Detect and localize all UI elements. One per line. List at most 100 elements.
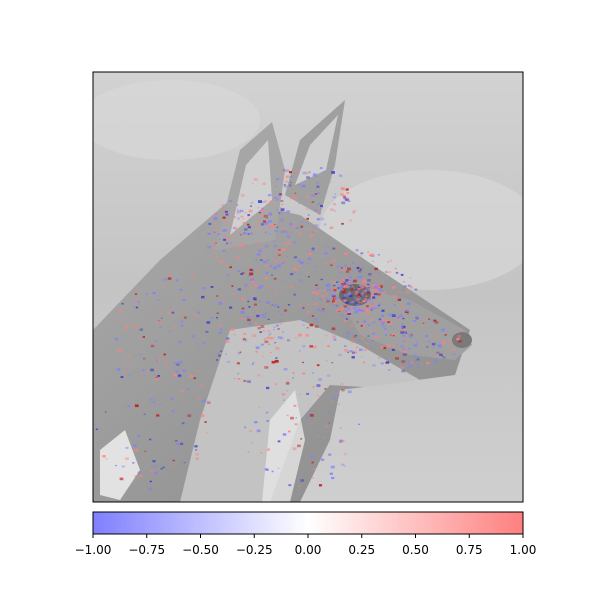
attribution-pixel	[252, 334, 257, 337]
attribution-pixel	[333, 267, 336, 269]
attribution-pixel	[196, 343, 199, 345]
attribution-pixel	[180, 320, 184, 323]
attribution-pixel	[347, 390, 352, 394]
attribution-pixel	[381, 309, 385, 312]
heatmap-frame	[92, 71, 524, 503]
attribution-pixel	[275, 383, 278, 385]
attribution-pixel	[180, 324, 184, 327]
attribution-pixel	[258, 249, 262, 252]
attribution-pixel	[321, 296, 325, 299]
attribution-pixel	[386, 271, 389, 273]
attribution-pixel	[298, 485, 301, 487]
attribution-pixel	[410, 336, 413, 338]
attribution-pixel	[436, 351, 440, 354]
attribution-pixel	[314, 265, 317, 268]
attribution-pixel	[301, 319, 304, 322]
attribution-pixel	[225, 340, 230, 343]
attribution-pixel	[433, 360, 437, 364]
attribution-pixel	[392, 328, 395, 330]
attribution-pixel	[343, 282, 346, 284]
attribution-pixel	[312, 467, 316, 471]
attribution-pixel	[432, 332, 435, 335]
attribution-pixel	[381, 281, 383, 283]
attribution-pixel	[139, 328, 144, 331]
attribution-pixel	[121, 465, 125, 468]
attribution-pixel	[395, 357, 399, 360]
attribution-pixel	[402, 317, 405, 320]
attribution-pixel	[292, 196, 297, 199]
attribution-pixel	[95, 428, 98, 430]
attribution-pixel	[377, 287, 382, 291]
attribution-pixel	[341, 305, 345, 308]
attribution-pixel	[349, 313, 352, 315]
attribution-pixel	[307, 276, 310, 278]
attribution-pixel	[397, 318, 401, 321]
attribution-pixel	[282, 228, 285, 230]
attribution-pixel	[217, 233, 220, 236]
attribution-pixel	[213, 241, 216, 243]
attribution-pixel	[311, 461, 314, 464]
attribution-pixel	[273, 337, 275, 339]
attribution-pixel	[400, 273, 404, 276]
attribution-pixel	[307, 413, 312, 416]
attribution-pixel	[139, 353, 143, 356]
attribution-pixel	[457, 335, 462, 338]
attribution-pixel	[311, 315, 314, 317]
attribution-pixel	[439, 353, 443, 356]
attribution-pixel	[338, 353, 342, 356]
attribution-pixel	[345, 252, 349, 255]
attribution-pixel	[240, 215, 244, 218]
attribution-pixel	[285, 382, 290, 385]
attribution-pixel	[237, 217, 240, 220]
attribution-pixel	[271, 470, 274, 473]
attribution-pixel	[333, 288, 337, 291]
attribution-pixel	[333, 291, 337, 294]
attribution-pixel	[403, 285, 407, 288]
attribution-pixel	[316, 218, 320, 221]
attribution-pixel	[310, 234, 314, 237]
attribution-pixel	[202, 287, 206, 290]
attribution-pixel	[306, 416, 309, 419]
attribution-pixel	[370, 305, 375, 308]
attribution-pixel	[340, 382, 344, 385]
attribution-pixel	[243, 379, 247, 382]
attribution-pixel	[332, 300, 336, 303]
attribution-pixel	[317, 435, 320, 438]
attribution-pixel	[258, 300, 262, 303]
attribution-pixel	[331, 293, 335, 297]
colorbar-tick-label: −0.75	[128, 543, 165, 557]
attribution-pixel	[333, 286, 336, 288]
attribution-pixel	[362, 280, 366, 284]
attribution-pixel	[214, 214, 217, 216]
attribution-pixel	[345, 330, 348, 333]
attribution-pixel	[239, 244, 244, 247]
attribution-pixel	[259, 331, 262, 333]
attribution-pixel	[353, 287, 356, 289]
attribution-pixel	[242, 338, 246, 341]
attribution-pixel	[324, 388, 327, 390]
attribution-pixel	[223, 311, 226, 313]
attribution-pixel	[311, 201, 315, 203]
attribution-pixel	[330, 465, 335, 469]
attribution-pixel	[181, 390, 184, 392]
attribution-pixel	[272, 240, 275, 242]
attribution-pixel	[320, 278, 323, 281]
attribution-pixel	[150, 470, 153, 473]
attribution-pixel	[342, 278, 345, 281]
attribution-pixel	[258, 407, 260, 409]
attribution-pixel	[226, 238, 230, 241]
attribution-pixel	[225, 213, 229, 216]
attribution-pixel	[151, 357, 154, 359]
attribution-pixel	[425, 335, 429, 338]
attribution-pixel	[307, 214, 310, 216]
attribution-pixel	[321, 327, 324, 329]
attribution-pixel	[255, 224, 258, 226]
attribution-pixel	[299, 261, 304, 265]
attribution-pixel	[366, 283, 370, 286]
attribution-pixel	[378, 334, 380, 336]
attribution-pixel	[239, 351, 242, 353]
attribution-pixel	[247, 214, 250, 216]
attribution-pixel	[277, 306, 280, 308]
attribution-pixel	[457, 331, 460, 333]
attribution-pixel	[310, 455, 315, 458]
